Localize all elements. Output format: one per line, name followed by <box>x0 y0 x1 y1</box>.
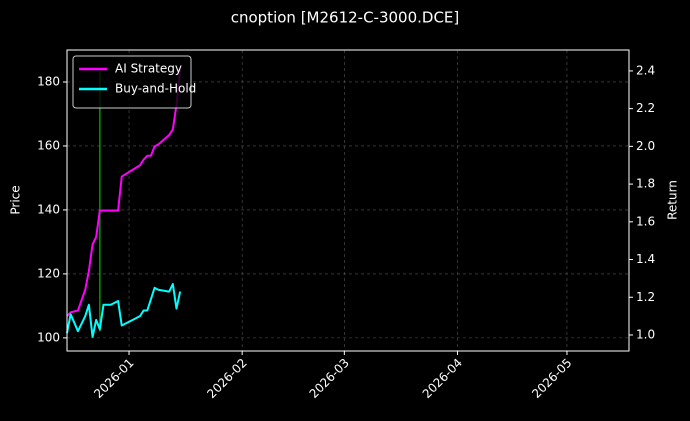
legend-label: Buy-and-Hold <box>115 82 196 96</box>
y2-tick-label: 1.2 <box>636 290 655 304</box>
x-tick-label: 2026-01 <box>91 356 136 401</box>
y2-tick-label: 1.8 <box>636 177 655 191</box>
plot-frame <box>66 49 630 352</box>
x-tick-label: 2026-05 <box>529 356 574 401</box>
legend: AI Strategy Buy-and-Hold <box>72 55 196 109</box>
data-line <box>66 68 182 317</box>
y2-tick-label: 1.4 <box>636 252 655 266</box>
y2-axis-label: Return <box>666 180 680 220</box>
data-line <box>66 283 182 338</box>
y-tick-label: 120 <box>37 266 60 280</box>
y2-tick-label: 1.6 <box>636 214 655 228</box>
y-tick-label: 160 <box>37 138 60 152</box>
y2-tick-label: 2.4 <box>636 63 655 77</box>
y-tick-label: 180 <box>37 74 60 88</box>
x-tick-label: 2026-04 <box>420 356 465 401</box>
x-tick-label: 2026-02 <box>204 356 249 401</box>
legend-label: AI Strategy <box>115 62 182 76</box>
y2-tick-label: 2.0 <box>636 139 655 153</box>
chart-title: cnoption [M2612-C-3000.DCE] <box>231 9 460 27</box>
y2-tick-label: 2.2 <box>636 101 655 115</box>
y-axis-label: Price <box>9 185 23 214</box>
y2-tick-label: 1.0 <box>636 327 655 341</box>
x-tick-label: 2026-03 <box>307 356 352 401</box>
y-tick-label: 140 <box>37 202 60 216</box>
y-tick-label: 100 <box>37 330 60 344</box>
